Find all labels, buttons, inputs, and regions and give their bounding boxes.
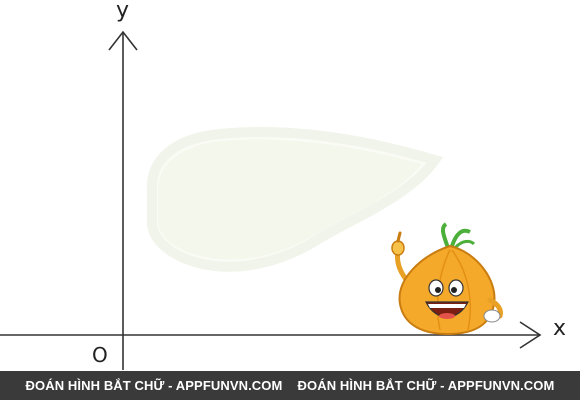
x-axis-label: x: [553, 316, 567, 341]
onion-mascot-icon: [391, 222, 503, 336]
y-axis-arrow: [108, 30, 138, 51]
footer-text-right: ĐOÁN HÌNH BẮT CHỮ - APPFUNVN.COM: [297, 378, 555, 393]
origin-label: O: [92, 343, 108, 367]
footer-text-left: ĐOÁN HÌNH BẮT CHỮ - APPFUNVN.COM: [25, 378, 283, 393]
x-axis-arrow: [519, 321, 542, 349]
watermark-footer: ĐOÁN HÌNH BẮT CHỮ - APPFUNVN.COM ĐOÁN HÌ…: [0, 371, 580, 400]
y-axis-label: y: [116, 0, 130, 23]
leaf-shape-inner: [157, 139, 423, 260]
